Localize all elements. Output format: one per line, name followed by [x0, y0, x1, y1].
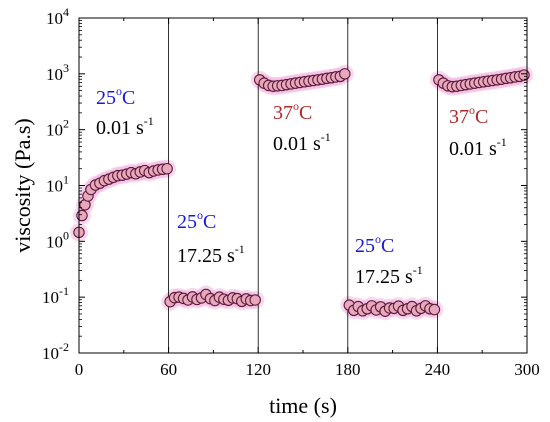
x-tick-label-0: 0 — [75, 360, 84, 379]
axis-tick-labels: 0 60 120 180 240 300 10-2 10-1 100 101 102 103 104 — [42, 5, 540, 379]
annotation-1-temperature: 25oC — [96, 84, 135, 109]
data-point-segment-3 — [339, 68, 351, 80]
annotation-5-shear-rate: 0.01 s-1 — [449, 135, 507, 160]
plot-frame — [78, 17, 528, 354]
data-point-segment-5 — [518, 69, 530, 81]
y-tick-label-3: 103 — [46, 61, 69, 84]
y-tick-label-4: 104 — [46, 5, 69, 28]
annotation-2-shear-rate: 17.25 s-1 — [177, 242, 245, 267]
annotation-2-temperature: 25oC — [177, 208, 216, 233]
annotation-3-temperature: 37oC — [273, 99, 312, 124]
annotation-5-temperature: 37oC — [449, 103, 488, 128]
y-tick-label--1: 10-1 — [42, 284, 69, 307]
annotation-4-temperature: 25oC — [355, 232, 394, 257]
x-tick-label-60: 60 — [160, 360, 177, 379]
data-point-segment-1 — [161, 162, 173, 175]
y-tick-label-0: 100 — [46, 228, 69, 251]
axis-ticks — [78, 17, 528, 354]
x-axis-label: time (s) — [269, 393, 337, 418]
y-tick-label--2: 10-2 — [42, 340, 69, 363]
y-axis-label: viscosity (Pa.s) — [10, 118, 35, 252]
x-tick-label-300: 300 — [514, 360, 540, 379]
annotation-1-shear-rate: 0.01 s-1 — [96, 114, 154, 139]
data-point-segment-2 — [249, 294, 261, 306]
data-point-segment-4 — [428, 303, 441, 316]
data-point-layer — [73, 68, 530, 317]
data-point-segment-1 — [76, 209, 88, 222]
x-tick-label-120: 120 — [245, 360, 271, 379]
y-tick-label-1: 101 — [46, 173, 69, 196]
x-tick-label-240: 240 — [425, 360, 451, 379]
annotation-4-shear-rate: 17.25 s-1 — [355, 263, 423, 288]
y-tick-label-2: 102 — [46, 117, 69, 140]
annotation-3-shear-rate: 0.01 s-1 — [273, 130, 331, 155]
x-tick-label-180: 180 — [335, 360, 361, 379]
